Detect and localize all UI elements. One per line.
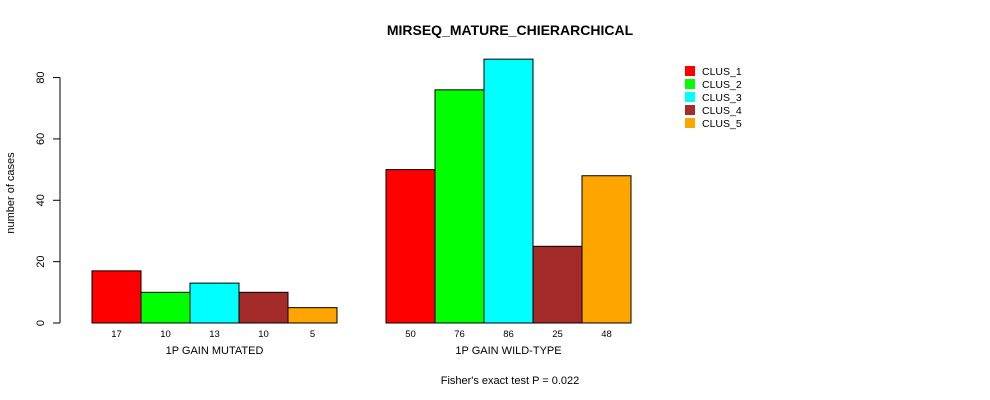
y-axis-label: number of cases <box>5 152 17 234</box>
legend-swatch-clus-5 <box>685 118 695 128</box>
y-tick-label: 0 <box>35 320 47 326</box>
bar-value-label: 86 <box>503 329 514 340</box>
bar-clus-1-group-1 <box>91 270 142 324</box>
bars-layer: 17 10 13 10 5 1P GAIN MUTATED 50 76 86 25 48 1P GAI… <box>91 58 632 357</box>
legend-label: CLUS_5 <box>702 118 742 130</box>
legend-swatch-clus-1 <box>685 66 695 76</box>
bar-clus-2-group-2 <box>434 89 485 324</box>
bar-clus-4-group-1 <box>238 291 289 324</box>
y-tick-label: 40 <box>35 194 47 206</box>
bar-clus-2-group-1 <box>140 291 191 324</box>
bar-value-label: 50 <box>405 329 416 340</box>
bar-clus-3-group-2 <box>483 58 534 324</box>
y-tick-label: 80 <box>35 71 47 83</box>
group-label-2: 1P GAIN WILD-TYPE <box>455 345 561 357</box>
y-axis: 0 20 40 60 80 <box>35 71 61 326</box>
bar-clus-5-group-1 <box>287 307 338 324</box>
chart-title: MIRSEQ_MATURE_CHIERARCHICAL <box>387 22 634 38</box>
bar-value-label: 25 <box>552 329 563 340</box>
bar-value-label: 13 <box>209 329 220 340</box>
y-tick-label: 60 <box>35 133 47 145</box>
legend-label: CLUS_3 <box>702 92 742 104</box>
bar-clus-4-group-2 <box>532 245 583 324</box>
bar-clus-1-group-2 <box>385 169 436 324</box>
legend-swatch-clus-2 <box>685 79 695 89</box>
y-tick-label: 20 <box>35 256 47 268</box>
legend-label: CLUS_1 <box>702 66 742 78</box>
bar-clus-5-group-2 <box>581 175 632 324</box>
legend-swatch-clus-4 <box>685 105 695 115</box>
legend-label: CLUS_4 <box>702 105 742 117</box>
bar-value-label: 10 <box>258 329 269 340</box>
legend-swatch-clus-3 <box>685 92 695 102</box>
group-label-1: 1P GAIN MUTATED <box>166 345 264 357</box>
bar-value-label: 17 <box>111 329 122 340</box>
bar-clus-3-group-1 <box>189 282 240 324</box>
bar-value-label: 10 <box>160 329 171 340</box>
bar-value-label: 48 <box>601 329 612 340</box>
bar-value-label: 76 <box>454 329 465 340</box>
legend-label: CLUS_2 <box>702 79 742 91</box>
footnote: Fisher's exact test P = 0.022 <box>441 375 580 387</box>
bar-value-label: 5 <box>310 329 315 340</box>
